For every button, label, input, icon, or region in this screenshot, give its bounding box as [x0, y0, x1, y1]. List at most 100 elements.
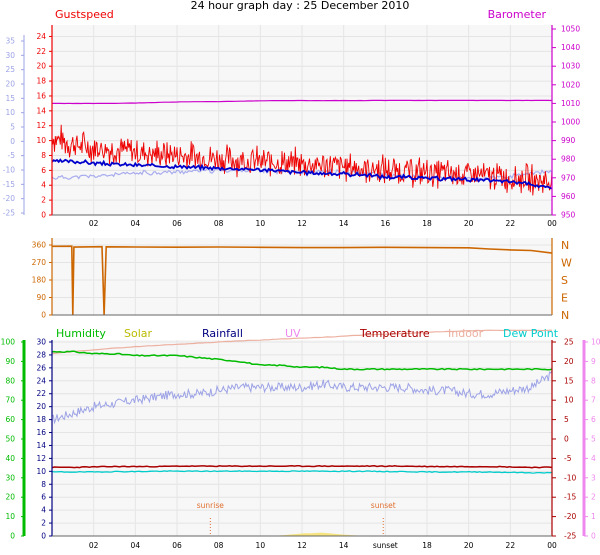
legend-humidity: Humidity	[56, 327, 106, 340]
x-tick-label: 14	[339, 541, 349, 550]
baro-tick-label: 960	[561, 192, 576, 201]
uv-tick-label: 1	[591, 512, 596, 521]
compass-label: N	[561, 239, 569, 252]
temperature-scale-tick-label: -15	[3, 180, 15, 189]
legend-rainfall: Rainfall	[202, 327, 243, 340]
solar-area	[270, 532, 365, 536]
temperature-tick-label: -20	[564, 512, 576, 521]
x-tick-label: 14	[339, 219, 349, 228]
baro-tick-label: 1000	[561, 118, 580, 127]
rainfall-tick-label: 18	[36, 415, 46, 424]
rainfall-tick-label: 8	[41, 480, 46, 489]
x-tick-label: 06	[172, 219, 182, 228]
rainfall-tick-label: 16	[36, 428, 46, 437]
graph-title: 24 hour graph day : 25 December 2010	[191, 0, 410, 12]
x-tick-label: 12	[297, 541, 307, 550]
temperature-tick-label: 25	[564, 338, 574, 347]
temperature-scale-tick-label: -25	[3, 209, 15, 218]
uv-tick-label: 3	[591, 473, 596, 482]
wind-direction-line	[51, 245, 553, 316]
baro-tick-label: 950	[561, 211, 576, 220]
rainfall-tick-label: 0	[41, 532, 46, 541]
humidity-tick-label: 0	[10, 532, 15, 541]
gustspeed-line	[51, 124, 553, 196]
humidity-line	[51, 350, 553, 371]
humidity-tick-label: 10	[5, 512, 15, 521]
x-tick-label: 00	[547, 219, 557, 228]
humidity-tick-label: 20	[5, 493, 15, 502]
x-tick-label: 06	[172, 541, 182, 550]
uv-tick-label: 9	[591, 357, 596, 366]
barometer-title: Barometer	[488, 8, 547, 21]
baro-tick-label: 1040	[561, 43, 580, 52]
uv-tick-label: 4	[591, 454, 596, 463]
rainfall-tick-label: 22	[36, 389, 46, 398]
temperature-tick-label: 10	[564, 396, 574, 405]
x-tick-label: 20	[464, 219, 474, 228]
temperature-scale-tick-label: 35	[5, 37, 15, 46]
gust-tick-label: 6	[41, 166, 46, 175]
uv-tick-label: 8	[591, 376, 596, 385]
humidity-tick-label: 60	[5, 415, 15, 424]
gust-tick-label: 24	[36, 32, 46, 41]
rainfall-tick-label: 28	[36, 350, 46, 359]
x-tick-label: 02	[89, 219, 99, 228]
indoor-line	[51, 329, 553, 355]
rainfall-tick-label: 2	[41, 519, 46, 528]
legend-dew-point: Dew Point	[503, 327, 559, 340]
gust-tick-label: 0	[41, 211, 46, 220]
baro-tick-label: 1020	[561, 80, 580, 89]
temperature-scale-tick-label: 10	[5, 108, 15, 117]
legend-solar: Solar	[124, 327, 153, 340]
temperature-scale-tick-label: -20	[3, 194, 15, 203]
dewpoint-line	[51, 470, 553, 474]
average-wind-line	[51, 165, 553, 182]
humidity-tick-label: 30	[5, 473, 15, 482]
temperature-scale-tick-label: -10	[3, 166, 15, 175]
rainfall-tick-label: 14	[36, 441, 46, 450]
direction-tick-label: 90	[36, 293, 46, 302]
x-tick-label: 20	[464, 541, 474, 550]
gust-tick-label: 4	[41, 181, 46, 190]
uv-tick-label: 6	[591, 415, 596, 424]
humidity-tick-label: 90	[5, 357, 15, 366]
x-tick-label: 08	[214, 541, 224, 550]
temperature-tick-label: -5	[564, 454, 572, 463]
gust-tick-label: 16	[36, 91, 46, 100]
direction-tick-label: 270	[32, 258, 47, 267]
x-tick-label: 04	[131, 541, 141, 550]
baro-tick-label: 980	[561, 155, 576, 164]
rainfall-tick-label: 26	[36, 363, 46, 372]
temperature-scale-tick-label: 25	[5, 65, 15, 74]
gust-tick-label: 8	[41, 151, 46, 160]
temperature-scale-tick-label: 20	[5, 80, 15, 89]
rainfall-tick-label: 24	[36, 376, 46, 385]
gust-tick-label: 20	[36, 62, 46, 71]
legend-indoor: Indoor	[448, 327, 484, 340]
x-tick-label: 02	[89, 541, 99, 550]
humidity-tick-label: 70	[5, 396, 15, 405]
sunrise-label: sunrise	[197, 501, 224, 510]
rainfall-tick-label: 12	[36, 454, 46, 463]
x-tick-label: 04	[131, 219, 141, 228]
uv-tick-label: 5	[591, 435, 596, 444]
gust-tick-label: 22	[36, 47, 46, 56]
temperature-scale-tick-label: 30	[5, 51, 15, 60]
gust-tick-label: 10	[36, 136, 46, 145]
uv-tick-label: 2	[591, 493, 596, 502]
humidity-tick-label: 100	[1, 338, 16, 347]
temperature-tick-label: -15	[564, 493, 576, 502]
rainfall-tick-label: 10	[36, 467, 46, 476]
uv-tick-label: 7	[591, 396, 596, 405]
temperature-scale-tick-label: 0	[10, 137, 15, 146]
x-tick-label: 16	[381, 219, 391, 228]
direction-tick-label: 180	[32, 276, 47, 285]
x-tick-label: 12	[297, 219, 307, 228]
compass-label: N	[561, 309, 569, 322]
x-tick-label: 10	[256, 219, 266, 228]
humidity-tick-label: 80	[5, 376, 15, 385]
uv-tick-label: 10	[591, 338, 600, 347]
temperature-scale-tick-label: 15	[5, 94, 15, 103]
